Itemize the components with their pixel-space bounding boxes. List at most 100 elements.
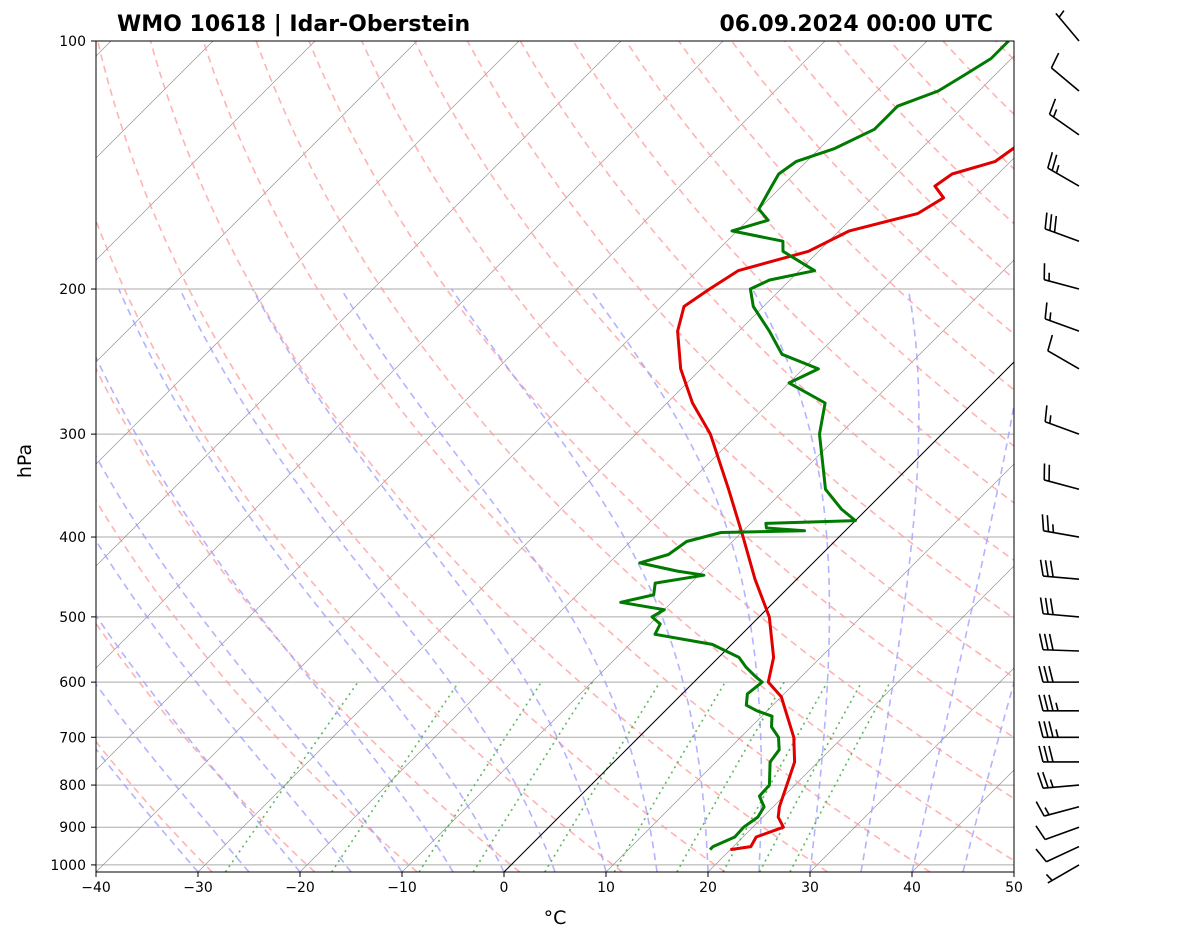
dry-adiabat [96,41,726,872]
wind-barb-shaft [1055,12,1080,42]
sounding-profiles [619,41,1014,852]
wind-barb-flag [1038,694,1044,711]
wind-barb-shaft [1049,113,1080,136]
moist-adiabat [118,288,505,872]
moist-adiabat [911,401,1014,872]
moist-adiabat [860,288,920,872]
isotherm-line [96,41,622,567]
mixing-ratio-line [331,681,460,872]
x-tick-label: 10 [597,880,615,896]
isotherm-line [96,41,418,363]
dry-adiabat [572,41,1014,504]
y-tick-label: 500 [59,610,86,626]
wind-barb [1035,825,1080,841]
wind-barb-half-flag [1044,807,1050,816]
axis-ticks: −40 −30 −20 −10 0 10 20 30 40 50 100 200 300 400 500 60… [50,34,1023,896]
temperature-profile [676,146,1014,852]
x-tick-label: 30 [801,880,819,896]
wind-barb-flag [1049,598,1054,615]
wind-barb [1035,845,1080,863]
dry-adiabat [466,41,1014,620]
reference-lines [96,41,1014,872]
wind-barb-flag [1038,721,1044,738]
wind-barb-flag [1049,560,1054,578]
dry-adiabat [96,367,521,872]
y-tick-label: 900 [59,820,86,836]
y-tick-label: 600 [59,675,86,691]
wind-barb-shaft [1044,278,1080,290]
wind-barb [1038,721,1079,739]
wind-barb [1038,745,1079,763]
dry-adiabat [730,41,1014,336]
mixing-ratio-line [472,681,594,872]
wind-barb-flag [1043,745,1049,763]
x-axis-label: °C [544,907,567,929]
dewpoint-profile [619,41,1010,851]
zero-isotherm [503,361,1014,872]
wind-barb-half-flag [1049,415,1052,424]
isotherm-line [96,41,826,771]
mixing-ratio-line [676,681,785,872]
wind-barbs [1035,10,1080,884]
wind-barb-shaft [1044,805,1080,817]
chart-title-right: 06.09.2024 00:00 UTC [719,12,993,37]
wind-barb-shaft [1043,575,1080,580]
wind-barb-flag [1048,721,1054,738]
isotherm-line [96,41,928,872]
wind-barb [1038,665,1079,683]
wind-barb [1045,864,1080,884]
wind-barb [1043,263,1080,290]
moist-adiabat [251,288,607,872]
isotherm-line [96,41,724,669]
wind-barb-half-flag [1052,109,1058,118]
wind-barb-flag [1043,721,1049,738]
wind-barb [1038,694,1079,712]
isotherm-line [401,259,1014,872]
wind-barb-flag [1051,154,1058,171]
wind-barb-flag [1041,771,1049,789]
dry-adiabat [678,41,1014,391]
dry-adiabat [413,41,1014,679]
moist-adiabat [96,454,403,872]
wind-barb-flag [1044,597,1049,615]
mixing-ratio-line [224,681,359,872]
dry-adiabat [149,41,828,872]
wind-barb-shaft [1047,864,1080,884]
x-tick-label: 20 [699,880,717,896]
wind-barb-shaft [1047,350,1080,370]
moist-adiabat [450,288,709,872]
wind-barb-shaft [1044,826,1080,841]
y-axis-label: hPa [14,444,36,478]
wind-barb-shaft [1046,845,1080,863]
wind-barb [1038,633,1080,652]
y-tick-label: 800 [59,778,86,794]
isotherm-line [503,361,1014,872]
isotherm-line [96,41,316,261]
wind-barb-flag [1035,848,1047,863]
wind-barb-flag [1044,560,1049,577]
mixing-ratio-line [613,681,726,872]
y-tick-label: 200 [59,282,86,298]
isotherm-line [809,667,1014,872]
dry-adiabat [202,41,931,872]
chart-title-left: WMO 10618 | Idar-Oberstein [117,12,470,37]
wind-barb [1047,334,1080,370]
wind-barb [1044,405,1080,435]
wind-barb [1037,771,1080,790]
moist-adiabat [589,288,763,872]
wind-barb-half-flag [1045,873,1053,881]
wind-barb [1044,302,1080,332]
wind-barb-shaft [1044,228,1080,242]
wind-barb-flag [1041,514,1045,531]
wind-barb [1047,152,1080,187]
wind-barb-shaft [1047,167,1080,187]
wind-barb-flag [1044,405,1048,422]
wind-barb-flag [1038,745,1044,763]
wind-barb [1044,212,1080,242]
wind-barb-half-flag [1049,779,1054,788]
y-tick-label: 100 [59,34,86,50]
wind-barb-flag [1035,825,1046,840]
wind-barb-shaft [1043,784,1080,790]
isotherm-line [707,565,1014,872]
